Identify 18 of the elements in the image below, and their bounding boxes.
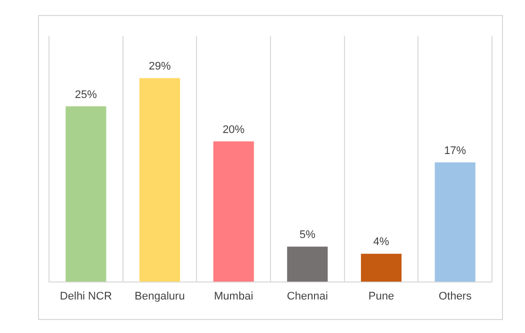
bar — [139, 78, 180, 282]
x-tick-label: Chennai — [286, 290, 328, 302]
x-tick-label: Bengaluru — [134, 290, 185, 302]
data-label: 25% — [74, 88, 98, 101]
bar — [213, 141, 254, 282]
bar — [434, 162, 476, 282]
bar — [66, 106, 106, 282]
bar — [360, 254, 402, 282]
x-tick-label: Pune — [368, 290, 394, 302]
x-tick-label: Others — [438, 290, 472, 302]
x-tick-label: Delhi NCR — [60, 290, 112, 302]
data-label: 5% — [299, 229, 316, 242]
bar — [287, 246, 328, 282]
data-label: 20% — [222, 124, 245, 136]
data-label: 4% — [373, 236, 390, 248]
data-label: 17% — [444, 144, 466, 157]
x-tick-label: Mumbai — [214, 290, 254, 302]
data-label: 29% — [148, 60, 171, 73]
